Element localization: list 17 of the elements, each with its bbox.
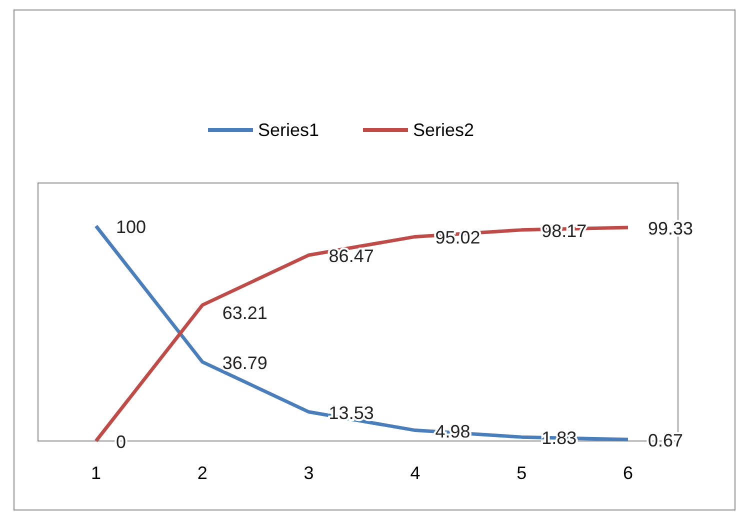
- data-label: 100: [116, 217, 146, 237]
- data-label: 63.21: [222, 303, 268, 324]
- legend-label: Series2: [413, 120, 474, 140]
- x-tick-label: 6: [622, 463, 634, 483]
- data-label: 36.79: [222, 352, 268, 373]
- x-tick-label: 1: [90, 463, 102, 483]
- x-tick-label: 4: [410, 463, 420, 483]
- x-tick-label: 5: [516, 463, 527, 483]
- data-label: 99.33: [648, 218, 694, 238]
- legend-label: Series1: [258, 120, 320, 140]
- data-label: 0: [116, 432, 126, 452]
- data-label: 86.47: [328, 246, 374, 266]
- x-tick-label: 2: [197, 463, 208, 483]
- data-label: 13.53: [328, 402, 374, 423]
- x-tick-label: 3: [304, 463, 314, 483]
- data-label: 0.67: [648, 430, 684, 451]
- data-label: 1.83: [542, 428, 577, 448]
